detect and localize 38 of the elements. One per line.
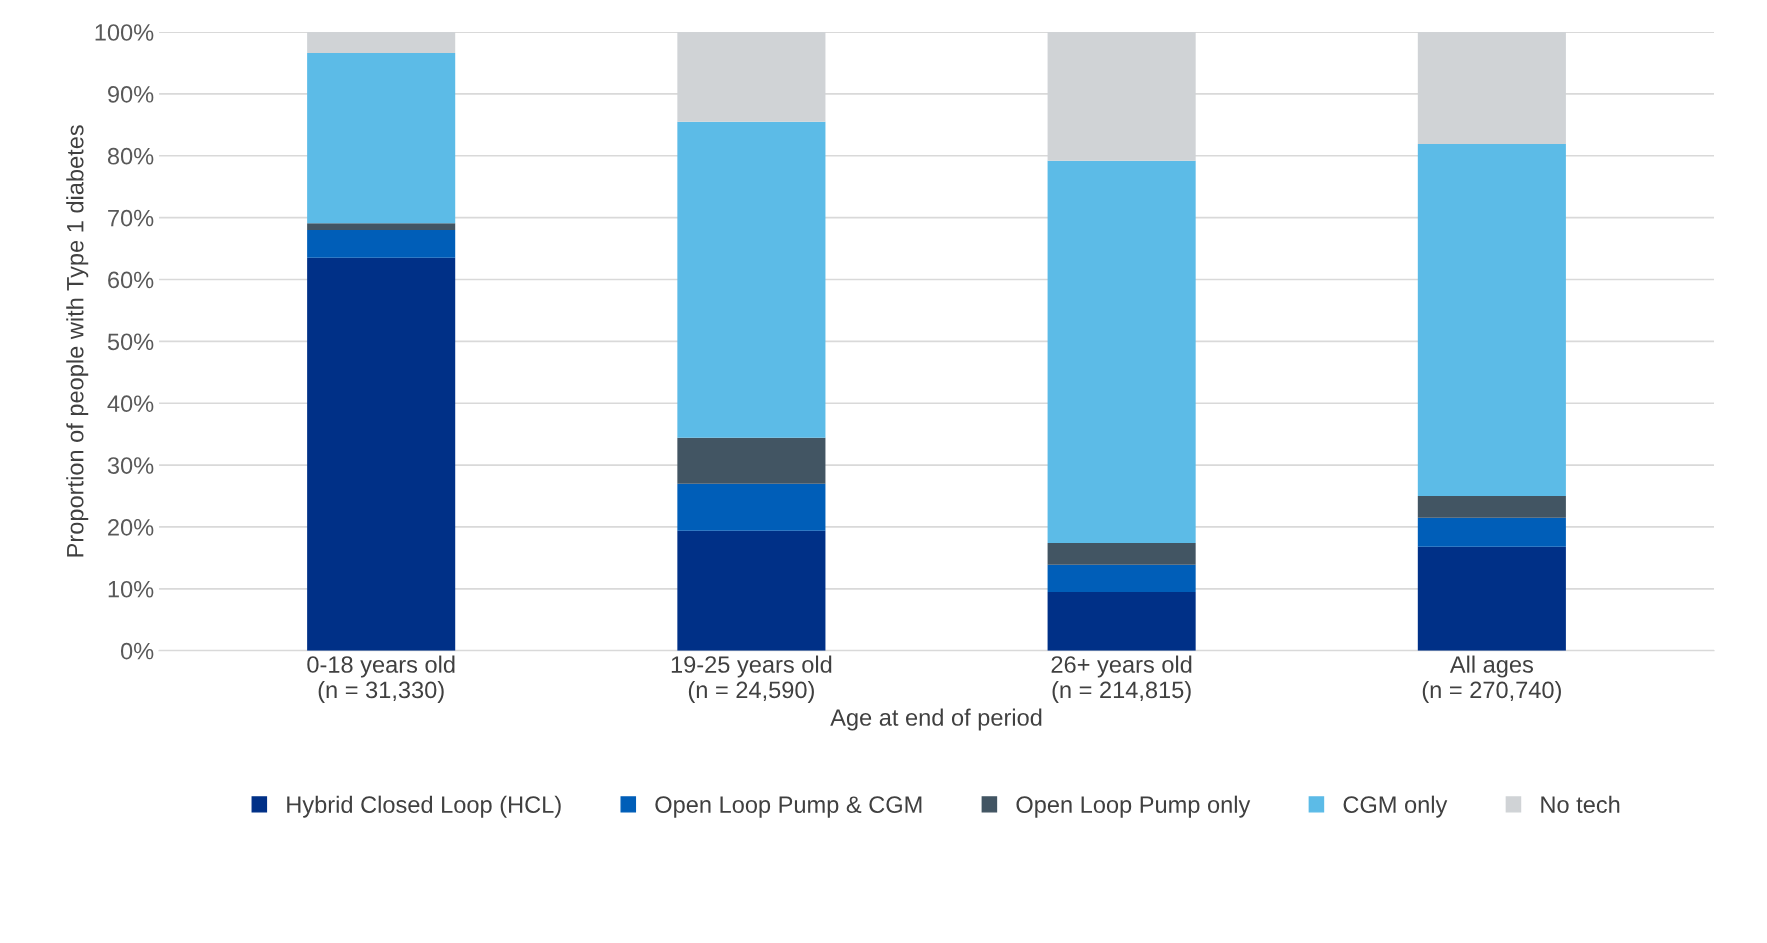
- y-axis-title: Proportion of people with Type 1 diabetes: [66, 125, 89, 557]
- bar: [1047, 543, 1196, 565]
- bar: [1417, 546, 1566, 651]
- bar: [1047, 160, 1196, 544]
- bar: [1047, 591, 1196, 651]
- x-tick-label: 26+ years old (n = 214,815): [1051, 655, 1192, 703]
- bar: [1047, 564, 1196, 592]
- y-tick-label: 60%: [108, 271, 154, 289]
- x-tick-label: 19-25 years old (n = 24,590): [671, 655, 832, 703]
- bar: [307, 257, 456, 651]
- bar: [307, 53, 456, 224]
- bar: [677, 121, 826, 438]
- bar: [307, 230, 456, 258]
- y-tick-label: 70%: [108, 209, 154, 227]
- y-tick-label: 90%: [108, 85, 154, 103]
- y-tick-label: 40%: [107, 395, 154, 413]
- y-tick-label: 30%: [107, 457, 154, 474]
- legend-label: Open Loop Pump & CGM: [655, 796, 922, 818]
- bar: [1417, 496, 1566, 518]
- legend-label: Open Loop Pump only: [1016, 795, 1251, 818]
- legend-label: No tech: [1541, 795, 1620, 813]
- bar: [677, 530, 826, 651]
- y-tick-label: 80%: [107, 147, 154, 165]
- bar: [1417, 144, 1566, 497]
- y-tick-label: 10%: [108, 580, 154, 598]
- y-tick-label: 100%: [95, 24, 154, 41]
- y-tick-label: 0%: [120, 642, 154, 660]
- bar: [1417, 517, 1566, 547]
- x-tick-label: All ages (n = 270,740): [1422, 655, 1561, 703]
- x-tick-label: 0-18 years old (n = 31,330): [307, 655, 455, 703]
- bar: [307, 223, 456, 231]
- y-tick-label: 50%: [107, 333, 154, 351]
- legend-label: Hybrid Closed Loop (HCL): [287, 795, 561, 818]
- y-tick-label: 20%: [108, 519, 154, 536]
- bar: [677, 437, 826, 484]
- x-axis-title: Age at end of period: [830, 708, 1042, 731]
- bar: [677, 483, 826, 531]
- legend-label: CGM only: [1343, 795, 1448, 818]
